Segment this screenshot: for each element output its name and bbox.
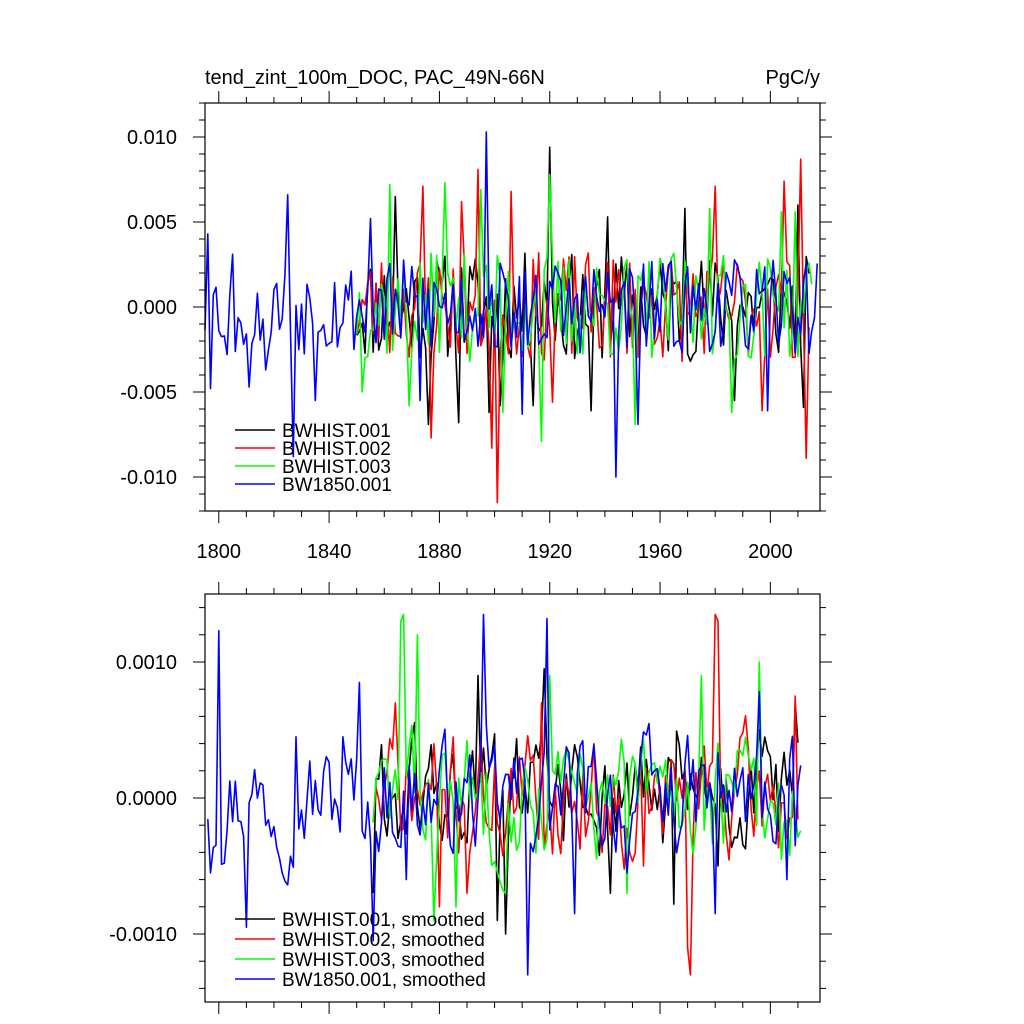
series-line-bwhist-003-smoothed — [372, 613, 802, 922]
legend-label: BW1850.001 — [282, 475, 392, 496]
series-line-bw1850-001-smoothed — [207, 613, 802, 976]
x-tick-label: 1840 — [307, 541, 352, 563]
x-tick-label: 1920 — [527, 541, 572, 563]
y-tick-label: 0.010 — [127, 127, 177, 149]
series-line-bwhist-002 — [355, 158, 810, 504]
x-tick-label: 1800 — [197, 541, 242, 563]
legend-label: BWHIST.003 — [282, 457, 391, 478]
y-tick-label: -0.010 — [120, 467, 177, 489]
legend-label: BWHIST.001 — [282, 421, 391, 442]
x-tick-label: 1880 — [417, 541, 462, 563]
x-tick-label: 2000 — [748, 541, 793, 563]
panel-top-title-right: PgC/y — [766, 67, 820, 89]
y-tick-label: 0.005 — [127, 212, 177, 234]
series-line-bwhist-003 — [355, 173, 813, 443]
y-tick-label: 0.000 — [127, 297, 177, 319]
x-tick-label: 1960 — [638, 541, 683, 563]
y-tick-label: -0.005 — [120, 382, 177, 404]
series-line-bwhist-002-smoothed — [372, 613, 799, 976]
legend-label: BWHIST.003, smoothed — [282, 950, 485, 971]
series-line-bw1850-001 — [204, 131, 818, 478]
legend-label: BWHIST.002 — [282, 439, 391, 460]
y-tick-label: 0.0000 — [116, 788, 177, 810]
panel-top-title-left: tend_zint_100m_DOC, PAC_49N-66N — [205, 67, 545, 89]
legend-label: BW1850.001, smoothed — [282, 970, 486, 991]
legend-label: BWHIST.001, smoothed — [282, 910, 485, 931]
y-tick-label: 0.0010 — [116, 652, 177, 674]
legend-label: BWHIST.002, smoothed — [282, 930, 485, 951]
panel-top-plot-area: 0.010 0.005 0.000 -0.005 -0.010 1800 1840 1880 1… — [120, 91, 832, 563]
panel-top: tend_zint_100m_DOC, PAC_49N-66N PgC/y 0.… — [120, 67, 832, 563]
y-tick-label: -0.0010 — [109, 924, 177, 946]
